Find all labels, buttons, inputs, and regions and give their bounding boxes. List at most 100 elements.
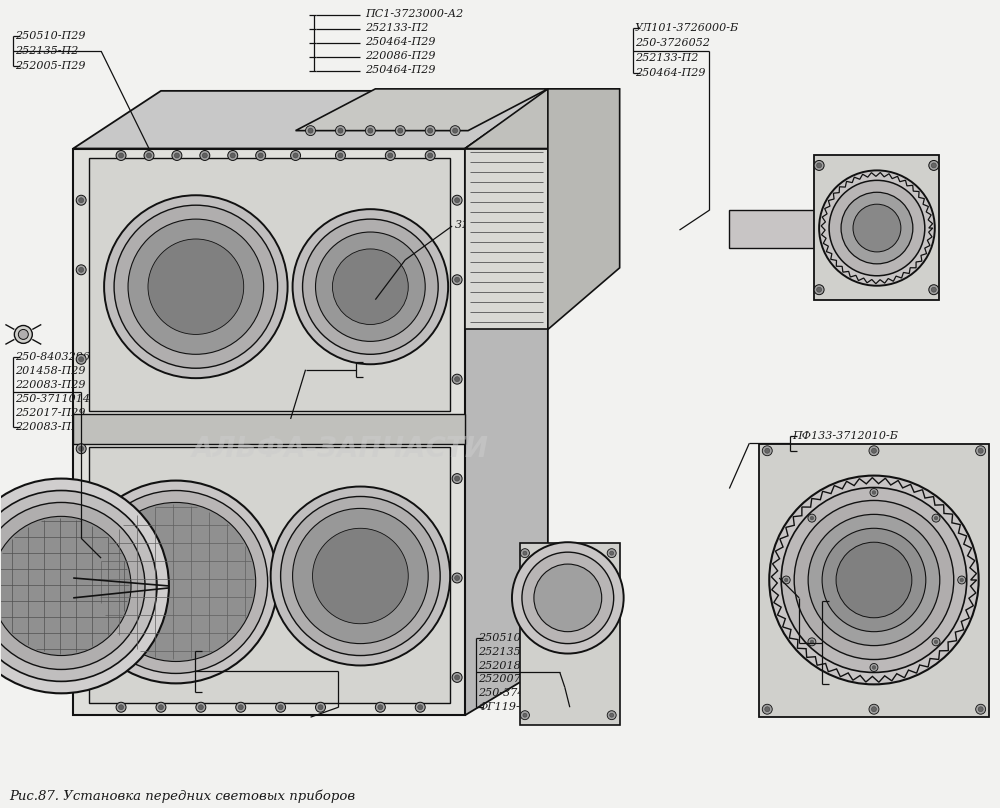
Circle shape: [836, 542, 912, 618]
Circle shape: [931, 287, 936, 292]
Circle shape: [853, 204, 901, 252]
Circle shape: [119, 705, 124, 709]
Text: 201456-П29: 201456-П29: [197, 673, 267, 684]
Circle shape: [228, 150, 238, 161]
Text: 252133-П2: 252133-П2: [365, 23, 429, 33]
Circle shape: [196, 702, 206, 712]
Circle shape: [202, 153, 207, 158]
Circle shape: [534, 564, 602, 632]
Circle shape: [520, 711, 529, 720]
Circle shape: [869, 446, 879, 456]
Circle shape: [976, 705, 986, 714]
Circle shape: [869, 705, 879, 714]
Circle shape: [0, 503, 145, 670]
Circle shape: [146, 153, 151, 158]
Circle shape: [258, 153, 263, 158]
Circle shape: [198, 705, 203, 709]
Circle shape: [762, 705, 772, 714]
Circle shape: [929, 161, 939, 170]
Circle shape: [338, 128, 343, 133]
Circle shape: [398, 128, 403, 133]
Text: 250464-П29: 250464-П29: [824, 666, 895, 675]
Text: 250-3743045: 250-3743045: [197, 646, 272, 655]
Circle shape: [872, 490, 876, 494]
Circle shape: [238, 705, 243, 709]
Text: 252017-П29: 252017-П29: [15, 408, 86, 418]
Circle shape: [18, 330, 28, 339]
Text: 252135-П2: 252135-П2: [15, 46, 79, 56]
Circle shape: [522, 552, 614, 644]
Circle shape: [306, 126, 316, 136]
Circle shape: [929, 284, 939, 295]
Circle shape: [84, 490, 268, 673]
Polygon shape: [73, 90, 548, 149]
Circle shape: [610, 551, 614, 555]
Circle shape: [74, 481, 278, 684]
Circle shape: [978, 448, 983, 453]
Circle shape: [814, 161, 824, 170]
Text: ФГ122-3711000-Н: ФГ122-3711000-Н: [197, 659, 302, 670]
Circle shape: [148, 239, 244, 335]
Text: 250464-П29: 250464-П29: [635, 68, 705, 78]
Circle shape: [769, 476, 979, 684]
Circle shape: [200, 150, 210, 161]
Circle shape: [104, 196, 288, 378]
Circle shape: [79, 357, 84, 362]
Circle shape: [291, 150, 301, 161]
Circle shape: [308, 128, 313, 133]
Circle shape: [174, 153, 179, 158]
Circle shape: [455, 575, 460, 580]
Circle shape: [808, 638, 816, 646]
Circle shape: [156, 702, 166, 712]
Circle shape: [872, 666, 876, 669]
Circle shape: [313, 528, 408, 624]
Circle shape: [388, 153, 393, 158]
Text: 220083-П29: 220083-П29: [15, 422, 86, 432]
Circle shape: [810, 640, 814, 644]
Circle shape: [931, 163, 936, 168]
Circle shape: [271, 486, 450, 666]
Circle shape: [230, 153, 235, 158]
Circle shape: [452, 573, 462, 583]
Text: 250-3712036: 250-3712036: [792, 446, 867, 456]
Circle shape: [119, 153, 124, 158]
Circle shape: [418, 705, 423, 709]
Polygon shape: [759, 444, 989, 718]
Polygon shape: [296, 89, 548, 131]
Text: 250-3712040: 250-3712040: [824, 610, 899, 620]
Text: 250-3712043: 250-3712043: [824, 680, 899, 689]
Circle shape: [116, 150, 126, 161]
Circle shape: [782, 576, 790, 584]
Circle shape: [607, 549, 616, 558]
Circle shape: [822, 528, 926, 632]
Text: ПС1-3723000-А2: ПС1-3723000-А2: [365, 10, 464, 19]
Circle shape: [144, 150, 154, 161]
Circle shape: [293, 153, 298, 158]
Text: Рис.87. Установка передних световых приборов: Рис.87. Установка передних световых приб…: [9, 789, 355, 803]
Text: 250-3726052: 250-3726052: [635, 38, 710, 48]
Circle shape: [610, 713, 614, 718]
Circle shape: [76, 642, 86, 653]
Circle shape: [76, 265, 86, 275]
Circle shape: [819, 170, 935, 286]
Circle shape: [236, 702, 246, 712]
Polygon shape: [89, 447, 450, 703]
Text: 250508-П29: 250508-П29: [824, 651, 895, 662]
Circle shape: [455, 377, 460, 381]
Circle shape: [316, 702, 325, 712]
Circle shape: [452, 672, 462, 683]
Text: 250464-П29: 250464-П29: [365, 37, 436, 47]
Text: 252134-П2: 252134-П2: [824, 624, 887, 633]
Circle shape: [0, 478, 169, 693]
Circle shape: [765, 707, 770, 712]
Circle shape: [375, 702, 385, 712]
Circle shape: [512, 542, 624, 654]
Polygon shape: [465, 90, 548, 715]
Circle shape: [335, 150, 345, 161]
Circle shape: [0, 490, 157, 681]
Circle shape: [871, 448, 876, 453]
Circle shape: [455, 198, 460, 203]
Circle shape: [338, 153, 343, 158]
Circle shape: [455, 476, 460, 481]
Text: ПФ133-3712010-Б: ПФ133-3712010-Б: [792, 431, 898, 441]
